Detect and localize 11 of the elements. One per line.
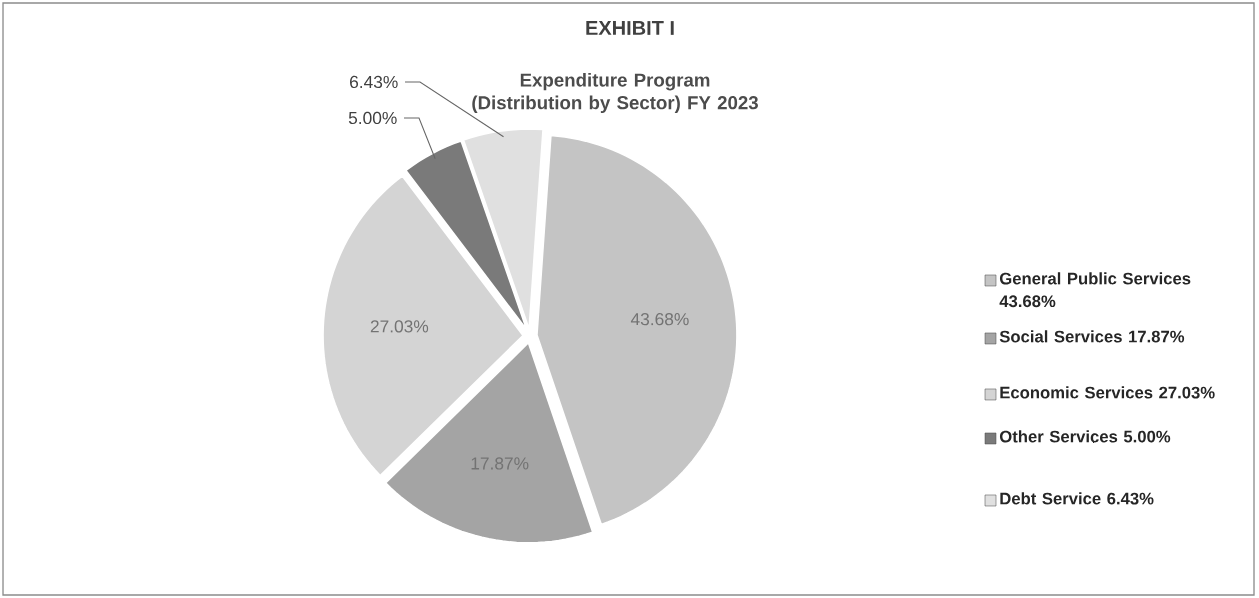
legend-label: General Public Services 43.68% [999,272,1191,308]
data-label: 27.03% [370,320,429,333]
chart-subtitle: Expenditure Program (Distribution by Sector) FY 2023 [472,72,758,114]
legend-label: Economic Services 27.03% [1000,386,1215,399]
data-label: 5.00% [348,111,397,125]
chart-title: EXHIBIT I [586,21,674,35]
data-label: 43.68% [630,313,689,326]
legend-label: Other Services 5.00% [999,430,1171,443]
data-label: 6.43% [350,75,398,89]
legend-label: Social Services 17.87% [999,330,1185,343]
legend-label: Debt Service 6.43% [1000,492,1154,505]
